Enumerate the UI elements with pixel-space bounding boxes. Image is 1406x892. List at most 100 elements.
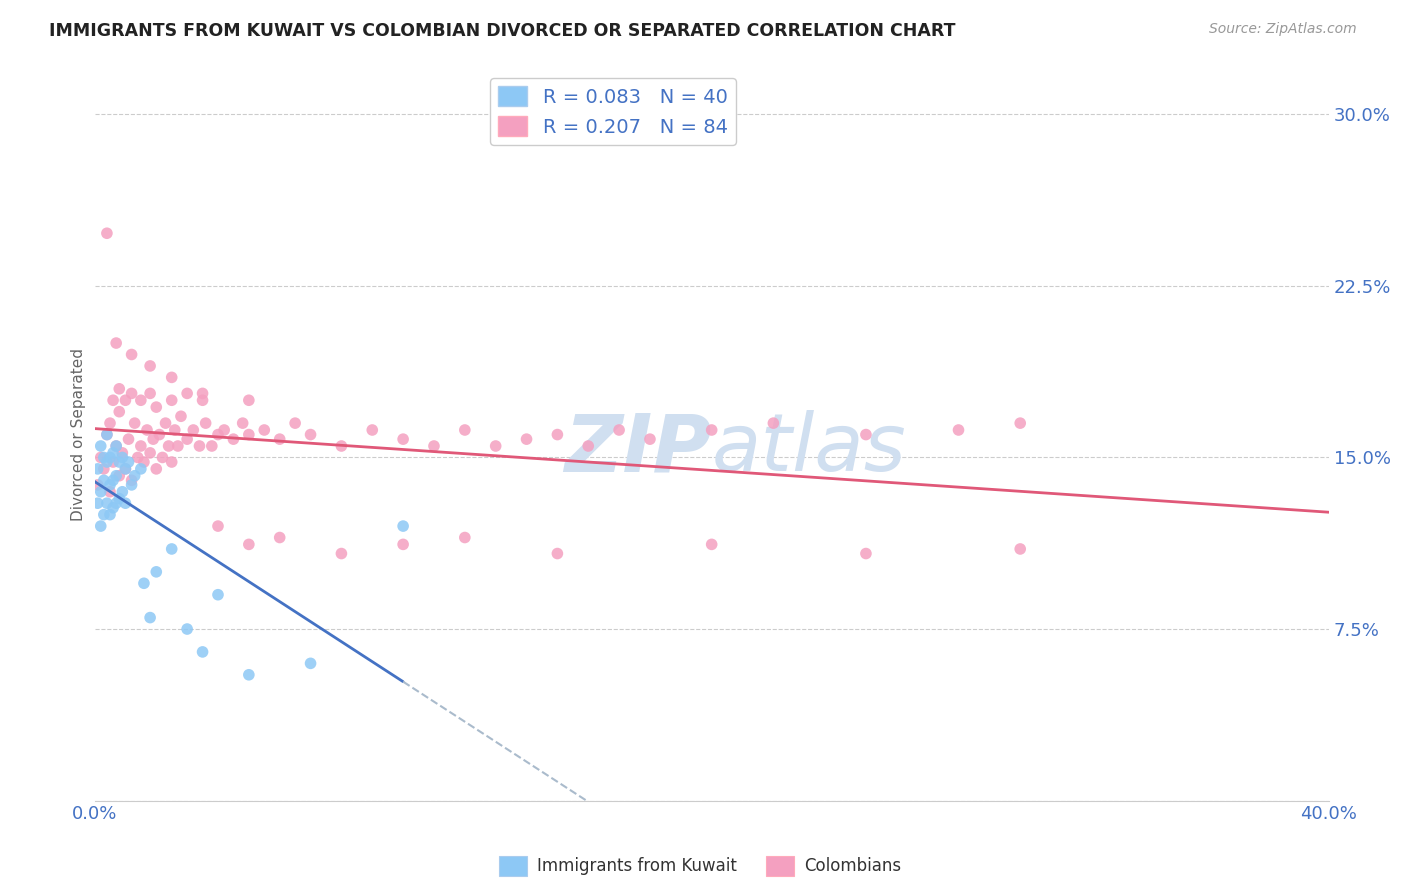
Point xyxy=(93,508,115,522)
Point xyxy=(607,423,630,437)
Point xyxy=(1010,541,1032,556)
Point xyxy=(330,439,353,453)
Point xyxy=(576,439,599,453)
Point xyxy=(361,423,384,437)
Point xyxy=(117,455,139,469)
Point xyxy=(163,423,186,437)
Point xyxy=(121,473,143,487)
Point xyxy=(392,432,415,446)
Point xyxy=(222,432,245,446)
Point xyxy=(700,537,723,551)
Point xyxy=(96,427,118,442)
Point xyxy=(105,468,128,483)
Point xyxy=(108,491,131,506)
Point xyxy=(269,531,291,545)
Point xyxy=(105,496,128,510)
Text: Colombians: Colombians xyxy=(804,857,901,875)
Point xyxy=(188,439,211,453)
Point xyxy=(117,432,139,446)
Point xyxy=(93,462,115,476)
Point xyxy=(98,478,121,492)
Text: Source: ZipAtlas.com: Source: ZipAtlas.com xyxy=(1209,22,1357,37)
Point xyxy=(86,478,108,492)
Point xyxy=(108,405,131,419)
Point xyxy=(160,370,183,384)
Point xyxy=(546,547,568,561)
Point xyxy=(129,462,152,476)
Point xyxy=(114,462,136,476)
Point xyxy=(454,423,477,437)
Point xyxy=(145,462,167,476)
Point xyxy=(111,446,134,460)
Y-axis label: Divorced or Separated: Divorced or Separated xyxy=(72,348,86,521)
Point xyxy=(101,393,124,408)
Point xyxy=(700,423,723,437)
Point xyxy=(176,432,198,446)
Point xyxy=(111,450,134,465)
Point xyxy=(238,537,260,551)
Point xyxy=(515,432,537,446)
Point xyxy=(238,667,260,681)
Point xyxy=(96,226,118,240)
Point xyxy=(124,468,146,483)
Point xyxy=(855,547,877,561)
Point xyxy=(207,588,229,602)
Point xyxy=(207,427,229,442)
Point xyxy=(160,541,183,556)
Point xyxy=(90,439,112,453)
Point xyxy=(105,336,128,351)
Point xyxy=(101,446,124,460)
Point xyxy=(191,393,214,408)
Point xyxy=(152,450,174,465)
Point xyxy=(98,416,121,430)
Point xyxy=(114,496,136,510)
Point xyxy=(124,416,146,430)
Point xyxy=(454,531,477,545)
Point xyxy=(181,423,204,437)
Point xyxy=(160,393,183,408)
Point xyxy=(157,439,180,453)
Point xyxy=(139,386,162,401)
Point xyxy=(101,455,124,469)
Text: atlas: atlas xyxy=(711,410,907,488)
Point xyxy=(392,519,415,533)
Point xyxy=(111,484,134,499)
Point xyxy=(108,468,131,483)
Point xyxy=(139,610,162,624)
Point xyxy=(96,427,118,442)
Point xyxy=(948,423,970,437)
Point xyxy=(762,416,785,430)
Point xyxy=(121,386,143,401)
Point xyxy=(170,409,193,424)
Legend: R = 0.083   N = 40, R = 0.207   N = 84: R = 0.083 N = 40, R = 0.207 N = 84 xyxy=(491,78,735,145)
Point xyxy=(101,500,124,515)
Point xyxy=(132,455,155,469)
Point xyxy=(423,439,446,453)
Point xyxy=(105,439,128,453)
Point xyxy=(86,496,108,510)
Point xyxy=(108,382,131,396)
Point xyxy=(90,484,112,499)
Point xyxy=(93,473,115,487)
Point xyxy=(121,478,143,492)
Point xyxy=(132,576,155,591)
Point xyxy=(93,450,115,465)
Point xyxy=(129,439,152,453)
Point xyxy=(98,508,121,522)
Point xyxy=(546,427,568,442)
Point xyxy=(485,439,508,453)
Point xyxy=(176,386,198,401)
Point xyxy=(145,565,167,579)
Point xyxy=(392,537,415,551)
Point xyxy=(201,439,224,453)
Point xyxy=(108,455,131,469)
Point xyxy=(160,455,183,469)
Point xyxy=(238,427,260,442)
Point xyxy=(129,393,152,408)
Point xyxy=(127,450,149,465)
Point xyxy=(155,416,177,430)
Point xyxy=(212,423,235,437)
Point xyxy=(145,400,167,414)
Point xyxy=(269,432,291,446)
Point xyxy=(139,446,162,460)
